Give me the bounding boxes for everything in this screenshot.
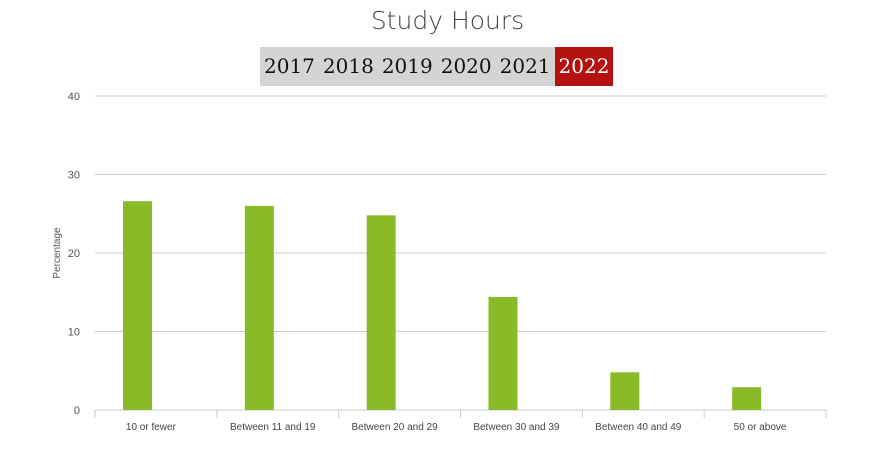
y-tick-label: 30 xyxy=(68,170,80,182)
bar-6 xyxy=(732,387,762,410)
bar-3 xyxy=(366,215,396,410)
y-tick-label: 40 xyxy=(68,91,80,103)
tab-year-2021[interactable]: 2021 xyxy=(499,54,551,78)
x-tick-label: Between 20 and 29 xyxy=(351,422,438,433)
x-tick-label: 50 or above xyxy=(734,422,787,433)
bar-5 xyxy=(610,372,640,410)
tab-year-2020[interactable]: 2020 xyxy=(440,54,492,78)
y-tick-label: 10 xyxy=(68,327,80,339)
x-tick-label: 10 or fewer xyxy=(126,422,177,433)
tab-year-2022[interactable]: 2022 xyxy=(554,47,614,86)
bar-2 xyxy=(244,205,274,410)
tab-year-2018[interactable]: 2018 xyxy=(322,54,374,78)
tab-year-2019[interactable]: 2019 xyxy=(381,54,433,78)
x-tick-label: Between 11 and 19 xyxy=(230,422,316,433)
y-axis-label: Percentage xyxy=(52,227,63,279)
chart-title: Study Hours xyxy=(370,6,525,35)
bar-4 xyxy=(488,296,518,410)
x-tick-label: Between 30 and 39 xyxy=(473,422,560,433)
year-tabs: 2017 2018 2019 2020 2021 2022 xyxy=(260,47,614,86)
x-tick-label: Between 40 and 49 xyxy=(595,422,682,433)
y-tick-label: 0 xyxy=(74,405,80,417)
y-tick-label: 20 xyxy=(68,248,80,260)
tab-year-2017[interactable]: 2017 xyxy=(264,54,315,78)
bar-1 xyxy=(123,201,152,410)
